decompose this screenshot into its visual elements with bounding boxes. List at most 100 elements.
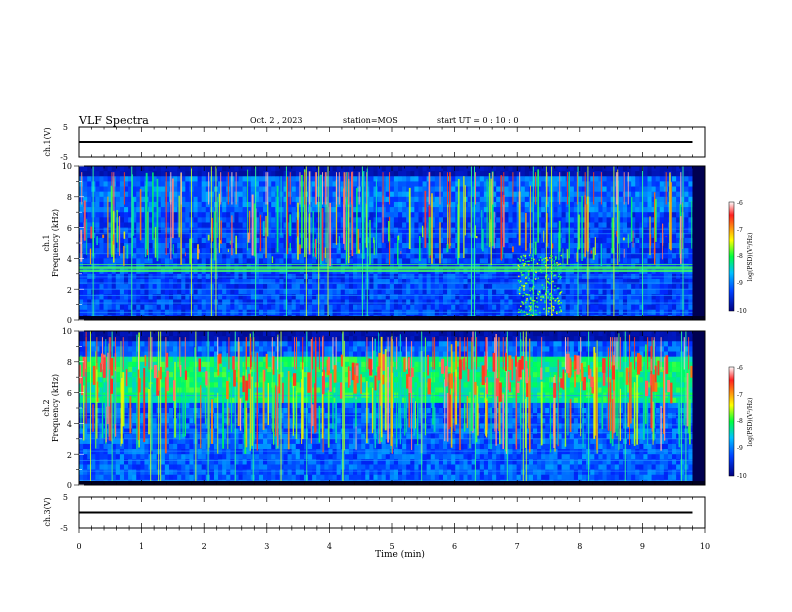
spectrogram-cell — [254, 284, 260, 290]
spectrogram-cell — [336, 227, 342, 234]
spectrogram-cell — [528, 186, 534, 193]
spectrogram-cell — [377, 299, 383, 305]
spectrogram-cell — [344, 284, 350, 290]
spectrogram-cell — [561, 201, 567, 208]
spectrogram-cell — [647, 166, 652, 172]
spectrogram-cell — [590, 299, 595, 305]
spectrogram-cell — [467, 263, 473, 270]
spectrogram-cell — [148, 212, 154, 218]
spectrogram-cell — [201, 232, 207, 239]
spectrogram-cell — [655, 243, 661, 249]
spectrogram-cell — [230, 294, 235, 300]
spectrogram-cell — [295, 196, 301, 203]
spectrogram-cell — [258, 258, 264, 264]
spectrogram-cell — [123, 248, 129, 254]
spectrogram-cell — [418, 299, 423, 305]
spectrogram-cell — [377, 171, 383, 177]
spectrogram-cell — [263, 191, 268, 198]
spectrogram-cell — [218, 207, 223, 213]
spectrogram-cell — [348, 304, 354, 311]
spectrogram-cell — [128, 186, 133, 193]
spectrogram-cell — [377, 284, 383, 290]
spectrogram-cell — [430, 176, 436, 182]
spectrogram-cell — [532, 304, 538, 311]
spectrogram-cell — [230, 263, 235, 270]
spectrogram-cell — [582, 294, 587, 300]
spectrogram-cell — [312, 217, 317, 223]
spectrogram-cell — [618, 243, 624, 249]
spectrogram-cell — [492, 289, 497, 295]
spectrogram-cell — [504, 237, 509, 244]
spectrogram-cell — [103, 232, 109, 239]
spectrogram-cell — [377, 212, 383, 218]
spectrogram-cell — [443, 217, 448, 223]
spectrogram-cell — [218, 294, 223, 300]
spectrogram-cell — [258, 289, 264, 295]
spectrogram-cell — [308, 253, 313, 259]
spectrogram-cell — [618, 258, 624, 264]
spectrogram-cell — [308, 289, 313, 295]
spectrogram-cell — [622, 181, 628, 187]
spectrogram-cell — [324, 171, 329, 177]
spectrogram-cell — [205, 222, 211, 228]
spectrogram-cell — [573, 248, 579, 254]
spectrogram-cell — [402, 227, 407, 234]
spectrogram-cell — [676, 212, 681, 218]
spectrogram-cell — [639, 304, 644, 311]
spectrogram-cell — [369, 222, 374, 228]
spectrogram-cell — [291, 217, 297, 223]
spectrogram-cell — [561, 289, 567, 295]
spectrogram-cell — [438, 304, 444, 311]
spectrogram-cell — [238, 284, 243, 290]
spectrogram-cell — [267, 248, 272, 254]
spectrogram-cell — [373, 181, 378, 187]
spectrogram-cell — [328, 176, 333, 182]
spectrogram-cell — [340, 294, 346, 300]
spectrogram-cell — [226, 294, 231, 300]
spectrogram-cell — [156, 212, 162, 218]
spectrogram-cell — [422, 181, 428, 187]
spectrogram-cell — [467, 186, 473, 193]
burst-speckle — [517, 279, 520, 282]
spectrogram-cell — [639, 191, 644, 198]
spectrogram-cell — [258, 299, 264, 305]
spectrogram-cell — [680, 166, 685, 172]
spectrogram-cell — [528, 201, 534, 208]
spectrogram-cell — [631, 196, 636, 203]
spectrogram-cell — [263, 207, 268, 213]
spectrogram-cell — [193, 284, 199, 290]
spectrogram-cell — [234, 299, 239, 305]
spectrogram-cell — [582, 176, 587, 182]
spectrogram-cell — [434, 207, 440, 213]
spectrogram-cell — [136, 222, 141, 228]
spectrogram-cell — [676, 294, 681, 300]
spectrogram-cell — [582, 201, 587, 208]
burst-speckle — [553, 289, 556, 291]
spectrogram-cell — [132, 171, 137, 177]
spectrogram-cell — [512, 201, 518, 208]
spectrogram-cell — [238, 201, 243, 208]
spectrogram-cell — [103, 243, 109, 249]
spectrogram-cell — [651, 227, 657, 234]
spectrogram-cell — [471, 201, 477, 208]
spectrogram-cell — [483, 207, 489, 213]
spectrogram-cell — [467, 248, 473, 254]
spectrogram-cell — [209, 176, 215, 182]
spectrogram-cell — [295, 284, 301, 290]
spectrogram-cell — [128, 299, 133, 305]
spectrogram-cell — [565, 278, 571, 285]
spectrogram-cell — [610, 176, 616, 182]
spectrogram-cell — [524, 181, 530, 187]
spectrogram-cell — [602, 222, 607, 228]
spectrogram-cell — [622, 284, 628, 290]
spectrogram-cell — [676, 191, 681, 198]
spectrogram-cell — [667, 299, 673, 305]
spectrogram-cell — [218, 201, 223, 208]
spectrogram-cell — [103, 237, 109, 244]
spectrogram-cell — [79, 284, 84, 290]
spectrogram-cell — [569, 196, 575, 203]
burst-speckle — [558, 292, 561, 294]
spectrogram-cell — [254, 227, 260, 234]
spectrogram-cell — [299, 284, 305, 290]
spectrogram-cell — [573, 222, 579, 228]
